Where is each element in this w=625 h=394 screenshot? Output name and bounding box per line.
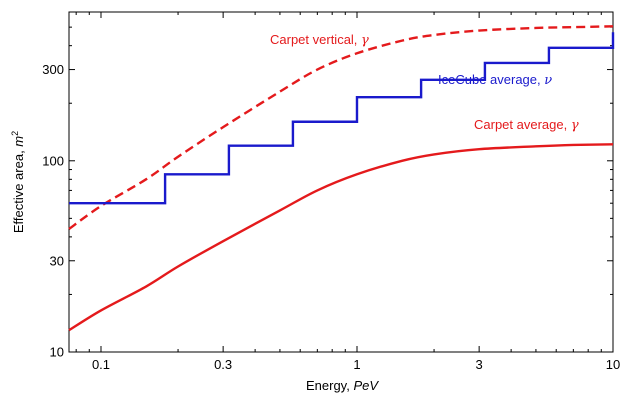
y-axis-label: Effective area, m2 [10,131,26,233]
plot-area [68,11,614,353]
y-tick-label: 10 [50,345,64,360]
annotation-icecube-average: IceCube average, ν [438,72,552,88]
x-axis-label: Energy, PeV [306,378,379,393]
y-tick-label: 300 [42,62,64,77]
x-tick-label: 0.1 [92,357,110,372]
series-layer [68,25,615,332]
series-line-2 [69,32,615,205]
x-tick-label: 3 [476,357,483,372]
x-tick-label: 0.3 [214,357,232,372]
annotation-carpet-vertical: Carpet vertical, γ [270,32,369,48]
series-line-0 [68,25,614,230]
axis-ticks: 0.1 0.3 1 3 10 10 30 100 300 [42,11,620,372]
x-tick-label: 1 [353,357,360,372]
x-tick-label: 10 [606,357,620,372]
plot-frame [68,11,614,353]
y-tick-label: 100 [42,153,64,168]
annotation-carpet-average: Carpet average, γ [474,117,579,133]
y-tick-label: 30 [50,253,64,268]
series-line-1 [68,143,614,332]
